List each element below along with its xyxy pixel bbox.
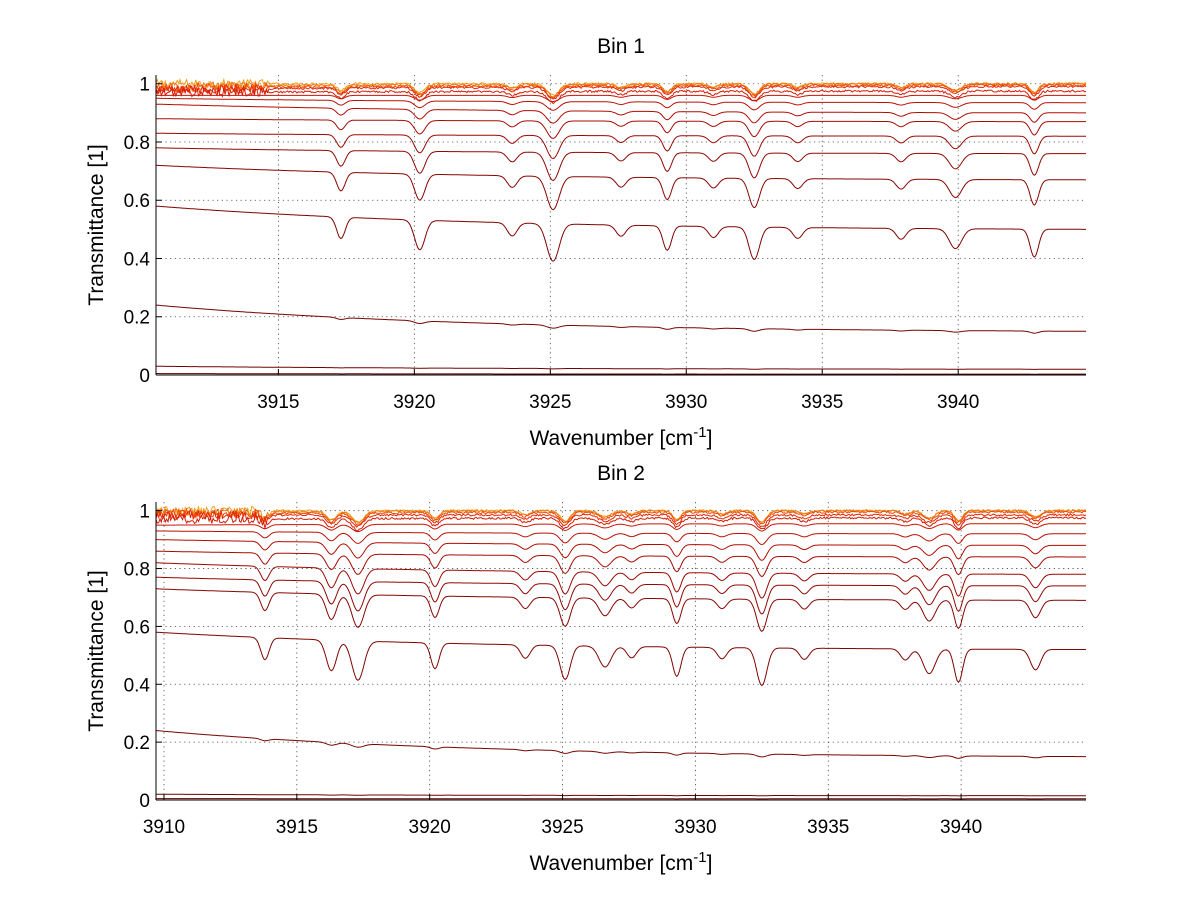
- chart-title: Bin 1: [597, 35, 645, 58]
- x-axis-label: Wavenumber [cm-1]: [530, 849, 713, 875]
- spectrum-line: [156, 730, 1086, 759]
- spectrum-line: [156, 132, 1086, 160]
- x-tick-label: 3940: [940, 817, 982, 838]
- x-tick-label: 3935: [801, 392, 843, 413]
- spectrum-line: [156, 365, 1086, 370]
- spectrum-line: [156, 550, 1086, 578]
- x-tick-label: 3910: [143, 817, 185, 838]
- y-tick-label: 0.2: [124, 733, 150, 754]
- spectra-group: [156, 505, 1086, 800]
- y-tick-label: 0: [139, 366, 150, 387]
- x-axis-label-text: Wavenumber [cm: [530, 852, 694, 875]
- y-tick-label: 1: [139, 502, 150, 523]
- x-tick-label: 3930: [674, 817, 716, 838]
- spectrum-line: [156, 103, 1086, 124]
- spectrum-line: [156, 530, 1086, 546]
- x-axis-label-end: ]: [707, 427, 713, 450]
- y-tick-label: 0.2: [124, 308, 150, 329]
- y-axis-label: Transmittance [1]: [85, 144, 108, 305]
- spectrum-line: [156, 373, 1086, 375]
- spectrum-line: [156, 94, 1086, 103]
- x-axis-label-sup: -1: [693, 849, 706, 866]
- x-axis-label-text: Wavenumber [cm: [530, 427, 694, 450]
- chart-bin-1: 3915 3920 3925 3930 3935 3940 0 0.2 0.4 0.6 0.8 1 Bi…: [85, 35, 1086, 450]
- spectrum-line: [156, 576, 1086, 615]
- x-axis-label-sup: -1: [693, 424, 706, 441]
- spectrum-line: [156, 82, 1086, 100]
- y-tick-label: 0.4: [124, 675, 151, 696]
- spectrum-line: [156, 304, 1086, 334]
- spectrum-line: [156, 86, 1086, 105]
- x-tick-label: 3930: [665, 392, 707, 413]
- spectrum-line: [156, 509, 1086, 528]
- spectrum-line: [156, 118, 1086, 139]
- y-tick-label: 0.8: [124, 560, 150, 581]
- spectrum-line: [156, 205, 1086, 262]
- x-tick-label: 3940: [937, 392, 979, 413]
- spectrum-line: [156, 164, 1086, 211]
- spectrum-line: [156, 631, 1086, 687]
- y-tick-label: 0.8: [124, 133, 150, 154]
- x-tick-label: 3925: [541, 817, 583, 838]
- chart-bin-2: 3910 3915 3920 3925 3930 3935 3940 0 0.2 0.4 0.6 0.…: [85, 462, 1086, 875]
- x-tick-label: 3920: [409, 817, 451, 838]
- x-axis-label: Wavenumber [cm-1]: [530, 424, 713, 450]
- spectrum-line: [156, 523, 1086, 533]
- chart-title: Bin 2: [597, 462, 645, 485]
- y-tick-label: 0.6: [124, 191, 150, 212]
- x-tick-label: 3925: [529, 392, 571, 413]
- spectrum-line: [156, 793, 1086, 797]
- y-tick-label: 0: [139, 791, 150, 812]
- spectrum-line: [156, 507, 1086, 526]
- x-axis-label-end: ]: [707, 852, 713, 875]
- x-tick-label: 3920: [393, 392, 435, 413]
- spectrum-line: [156, 80, 1086, 98]
- spectra-group: [156, 77, 1086, 375]
- y-tick-label: 1: [139, 75, 150, 96]
- spectrum-line: [156, 562, 1086, 599]
- x-tick-label: 3915: [276, 817, 318, 838]
- x-tick-label: 3915: [257, 392, 299, 413]
- y-axis-label: Transmittance [1]: [85, 570, 108, 731]
- y-tick-label: 0.4: [124, 249, 151, 270]
- spectrum-line: [156, 513, 1086, 532]
- spectrum-line: [156, 97, 1086, 111]
- spectrum-line: [156, 588, 1086, 632]
- y-tick-label: 0.6: [124, 617, 150, 638]
- x-tick-label: 3935: [807, 817, 849, 838]
- spectrum-line: [156, 539, 1086, 561]
- spectrum-line: [156, 147, 1086, 181]
